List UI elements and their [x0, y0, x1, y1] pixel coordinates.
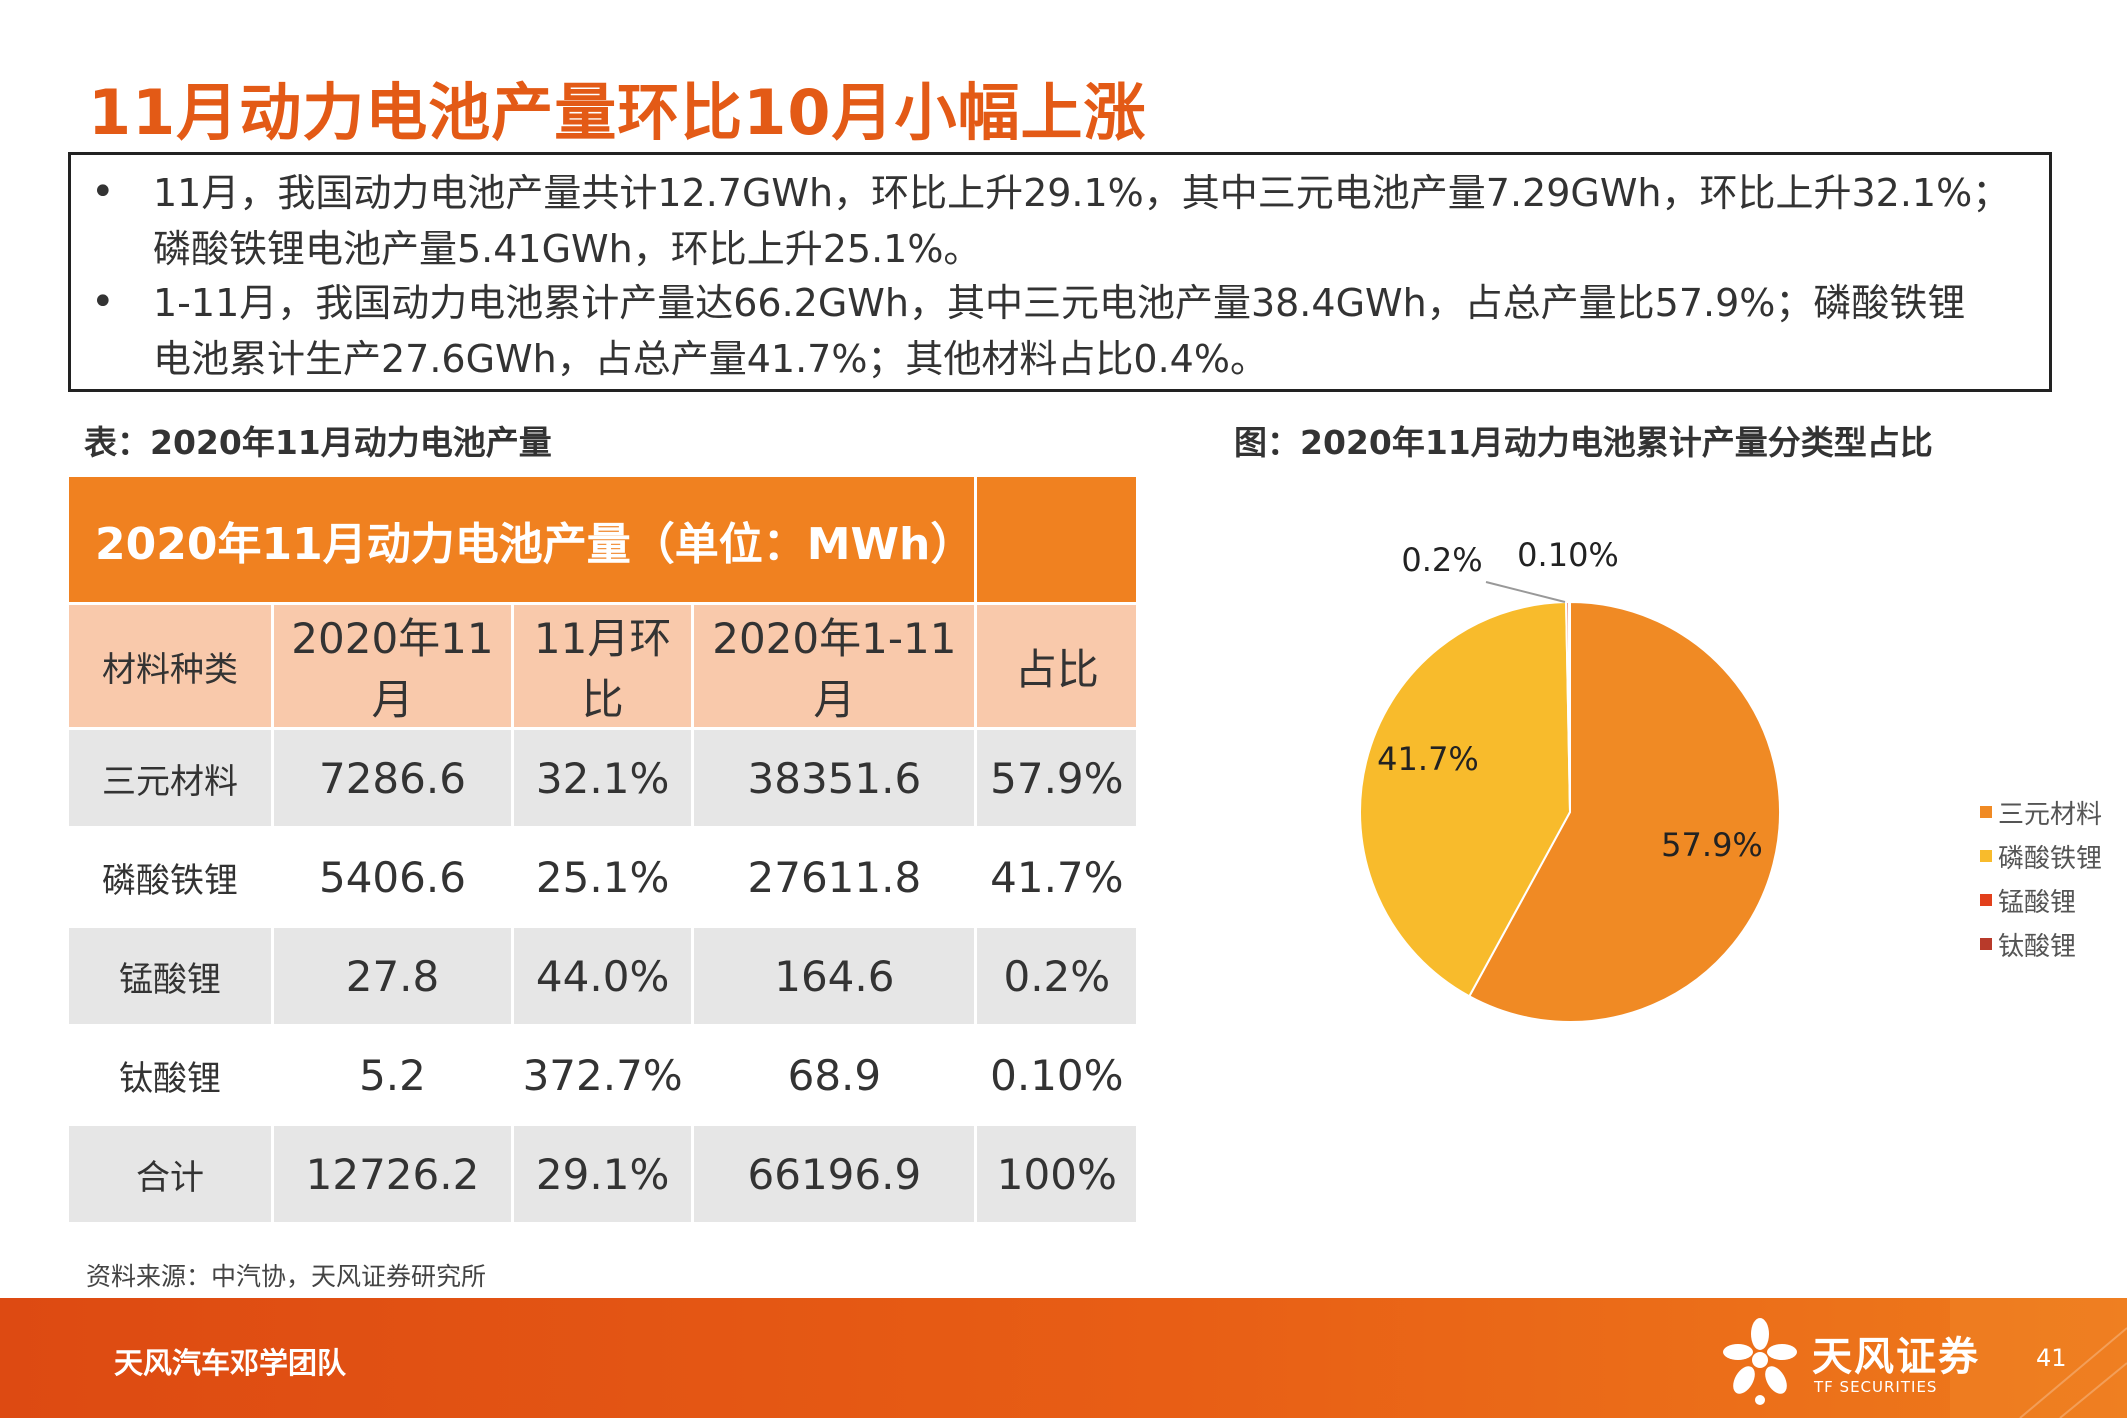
pie-slice: [1565, 600, 1571, 813]
summary-item: 1-11月，我国动力电池累计产量达66.2GWh，其中三元电池产量38.4GWh…: [153, 275, 2033, 387]
source-note: 资料来源：中汽协，天风证券研究所: [86, 1262, 487, 1291]
summary-item-line: 1-11月，我国动力电池累计产量达66.2GWh，其中三元电池产量38.4GWh…: [153, 281, 1966, 325]
header-material: 材料种类: [65, 602, 275, 730]
row-jan-nov-value: 164.6: [691, 925, 978, 1027]
row-material: 三元材料: [65, 727, 275, 829]
table-title: 2020年11月动力电池产量（单位：MWh）: [65, 474, 978, 605]
production-table: 2020年11月动力电池产量（单位：MWh） 材料种类 2020年11月 11月…: [65, 474, 1140, 1225]
legend-label: 磷酸铁锂: [1998, 843, 2103, 874]
legend-swatch: [1980, 806, 1992, 818]
table-title-blank: [974, 474, 1140, 605]
footer-decoration: [1950, 1298, 2127, 1418]
footer-brand: 天风证券: [1812, 1334, 1980, 1380]
table-row: 磷酸铁锂 5406.6 25.1% 27611.8 41.7%: [65, 826, 1140, 928]
header-mom: 11月环比: [510, 602, 695, 730]
row-mom-value: 25.1%: [510, 826, 695, 928]
pie-labels: 57.9% 41.7% 0.2% 0.10%: [1377, 536, 1763, 864]
bullet-marker: •: [91, 279, 115, 325]
pie-slice-label: 41.7%: [1377, 740, 1479, 778]
row-share-value: 41.7%: [974, 826, 1140, 928]
header-jan-nov: 2020年1-11月: [691, 602, 978, 730]
row-nov-value: 5.2: [271, 1024, 514, 1126]
row-material: 钛酸锂: [65, 1024, 275, 1126]
flower-logo-icon: [1723, 1318, 1797, 1405]
pie-slice: [1467, 600, 1781, 1023]
legend-label: 钛酸锂: [1998, 931, 2077, 962]
row-jan-nov-value: 38351.6: [691, 727, 978, 829]
footer-team: 天风汽车邓学团队: [114, 1346, 347, 1380]
row-nov-value: 5406.6: [271, 826, 514, 928]
legend-item: 锰酸锂: [1980, 878, 2102, 922]
row-mom-value: 29.1%: [510, 1123, 695, 1225]
row-share-value: 0.2%: [974, 925, 1140, 1027]
summary-item-line: 电池累计生产27.6GWh，占总产量41.7%；其他材料占比0.4%。: [153, 337, 1268, 381]
summary-box: • 11月，我国动力电池产量共计12.7GWh，环比上升29.1%，其中三元电池…: [68, 152, 2052, 392]
pie-slices: [1359, 600, 1781, 1023]
legend-swatch: [1980, 850, 1992, 862]
pie-slice-label: 0.10%: [1517, 536, 1619, 574]
row-jan-nov-value: 68.9: [691, 1024, 978, 1126]
row-material: 锰酸锂: [65, 925, 275, 1027]
page-number: 41: [2036, 1344, 2067, 1372]
row-mom-value: 372.7%: [510, 1024, 695, 1126]
page-title: 11月动力电池产量环比10月小幅上涨: [88, 76, 1147, 149]
row-share-value: 0.10%: [974, 1024, 1140, 1126]
summary-item-line: 11月，我国动力电池产量共计12.7GWh，环比上升29.1%，其中三元电池产量…: [153, 171, 2011, 215]
row-jan-nov-value: 66196.9: [691, 1123, 978, 1225]
legend-item: 钛酸锂: [1980, 922, 2102, 966]
table-caption: 表：2020年11月动力电池产量: [84, 423, 552, 462]
legend-swatch: [1980, 894, 1992, 906]
summary-item: 11月，我国动力电池产量共计12.7GWh，环比上升29.1%，其中三元电池产量…: [153, 165, 2033, 277]
pie-slice: [1359, 601, 1572, 998]
table-header-row: 材料种类 2020年11月 11月环比 2020年1-11月 占比: [65, 602, 1140, 730]
footer-bar: 天风汽车邓学团队 天风证券 TF SECURITIES 41: [0, 1298, 2127, 1418]
row-share-value: 57.9%: [974, 727, 1140, 829]
legend-label: 锰酸锂: [1998, 887, 2077, 918]
chart-caption: 图：2020年11月动力电池累计产量分类型占比: [1234, 423, 1933, 462]
row-share-value: 100%: [974, 1123, 1140, 1225]
row-nov-value: 7286.6: [271, 727, 514, 829]
legend-label: 三元材料: [1998, 799, 2103, 830]
table-row: 钛酸锂 5.2 372.7% 68.9 0.10%: [65, 1024, 1140, 1126]
pie-slice-label: 0.2%: [1401, 541, 1482, 579]
summary-item-line: 磷酸铁锂电池产量5.41GWh，环比上升25.1%。: [153, 227, 982, 271]
legend-swatch: [1980, 938, 1992, 950]
footer-brand-en: TF SECURITIES: [1814, 1378, 1938, 1396]
header-share: 占比: [974, 602, 1140, 730]
row-jan-nov-value: 27611.8: [691, 826, 978, 928]
pie-leader-line: [1485, 581, 1566, 603]
legend-item: 磷酸铁锂: [1980, 834, 2102, 878]
row-nov-value: 27.8: [271, 925, 514, 1027]
row-material: 磷酸铁锂: [65, 826, 275, 928]
table-row: 三元材料 7286.6 32.1% 38351.6 57.9%: [65, 727, 1140, 829]
row-material: 合计: [65, 1123, 275, 1225]
table-row: 锰酸锂 27.8 44.0% 164.6 0.2%: [65, 925, 1140, 1027]
pie-slice: [1567, 600, 1571, 813]
pie-slice-label: 57.9%: [1661, 826, 1763, 864]
table-title-row: 2020年11月动力电池产量（单位：MWh）: [65, 474, 1140, 605]
table-row-total: 合计 12726.2 29.1% 66196.9 100%: [65, 1123, 1140, 1225]
row-mom-value: 32.1%: [510, 727, 695, 829]
row-mom-value: 44.0%: [510, 925, 695, 1027]
legend-item: 三元材料: [1980, 790, 2102, 834]
row-nov-value: 12726.2: [271, 1123, 514, 1225]
bullet-marker: •: [91, 169, 115, 215]
pie-legend: 三元材料磷酸铁锂锰酸锂钛酸锂: [1980, 790, 2102, 966]
header-nov-2020: 2020年11月: [271, 602, 514, 730]
